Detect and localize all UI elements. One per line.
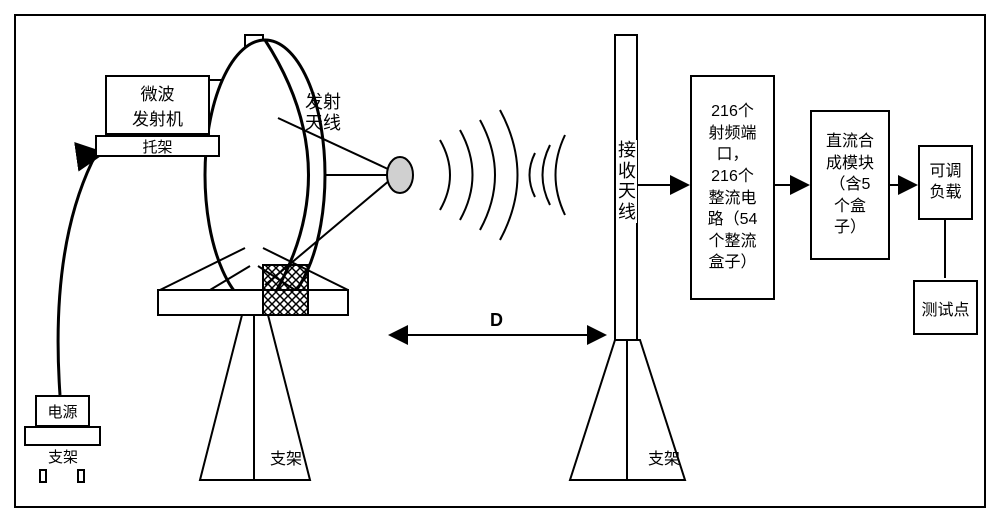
power-stand-label: 支架 [28, 446, 98, 467]
feed-icon [387, 157, 413, 193]
tx-antenna-label: 发射天线 [303, 92, 343, 133]
distance-label: D [490, 310, 503, 331]
rf-block: 216个 射频端 口， 216个 整流电 路（54 个整流 盒子） [690, 75, 775, 300]
power-table-leg [78, 470, 84, 482]
tx-stand-label: 支架 [270, 445, 302, 469]
test-block: 测试点 [913, 280, 978, 335]
power-cable [58, 153, 103, 395]
load-block: 可调 负载 [918, 145, 973, 220]
power-supply-box: 电源 [35, 395, 90, 427]
wave-icon [440, 110, 565, 240]
rx-stand-label: 支架 [648, 445, 680, 469]
tray-box: 托架 [95, 135, 220, 157]
power-table-top [25, 427, 100, 445]
power-table-leg [40, 470, 46, 482]
transmitter-box: 微波 发射机 [105, 75, 210, 135]
dc-block: 直流合 成模块 （含5 个盒 子） [810, 110, 890, 260]
hatch-box [263, 265, 308, 315]
rx-antenna-label: 接收天线 [617, 140, 637, 223]
